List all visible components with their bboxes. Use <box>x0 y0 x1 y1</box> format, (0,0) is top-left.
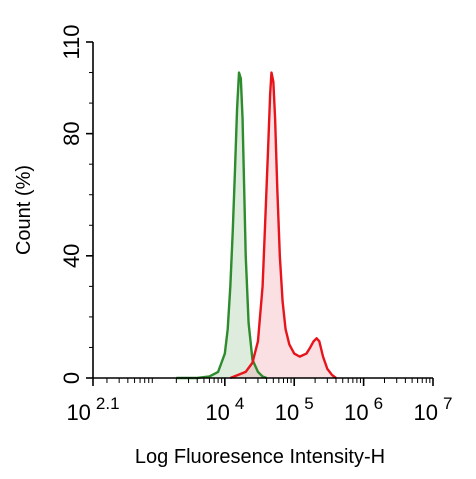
x-tick-label-base: 10 <box>275 400 299 425</box>
series-1-fill <box>176 72 267 379</box>
x-axis-title: Log Fluoresence Intensity-H <box>135 446 385 468</box>
x-tick-label-base: 10 <box>205 400 229 425</box>
x-tick-label-5: 10 7 <box>414 394 453 425</box>
x-tick-label-exponent: 5 <box>304 394 313 413</box>
x-tick-label-exponent: 6 <box>374 394 383 413</box>
x-tick-label-exponent: 7 <box>443 394 452 413</box>
y-tick-label-0: 0 <box>59 372 84 384</box>
y-tick-label-40: 40 <box>59 244 84 268</box>
plot-area <box>176 71 337 380</box>
x-tick-label-base: 10 <box>414 400 438 425</box>
y-tick-label-110: 110 <box>59 24 84 59</box>
y-tick-label-80: 80 <box>59 121 84 145</box>
series-1-line <box>176 71 268 380</box>
x-tick-label-3: 10 5 <box>275 394 314 425</box>
x-tick-label-1: 10 2.1 <box>66 394 119 425</box>
x-tick-label-exponent: 4 <box>235 394 244 413</box>
series-2-line <box>229 71 337 380</box>
x-tick-label-base: 10 <box>344 400 368 425</box>
y-axis-title: Count (%) <box>13 165 35 255</box>
x-tick-label-base: 10 <box>66 400 90 425</box>
x-tick-label-2: 10 4 <box>205 394 244 425</box>
x-tick-label-4: 10 6 <box>344 394 383 425</box>
x-tick-label-exponent: 2.1 <box>96 394 120 413</box>
